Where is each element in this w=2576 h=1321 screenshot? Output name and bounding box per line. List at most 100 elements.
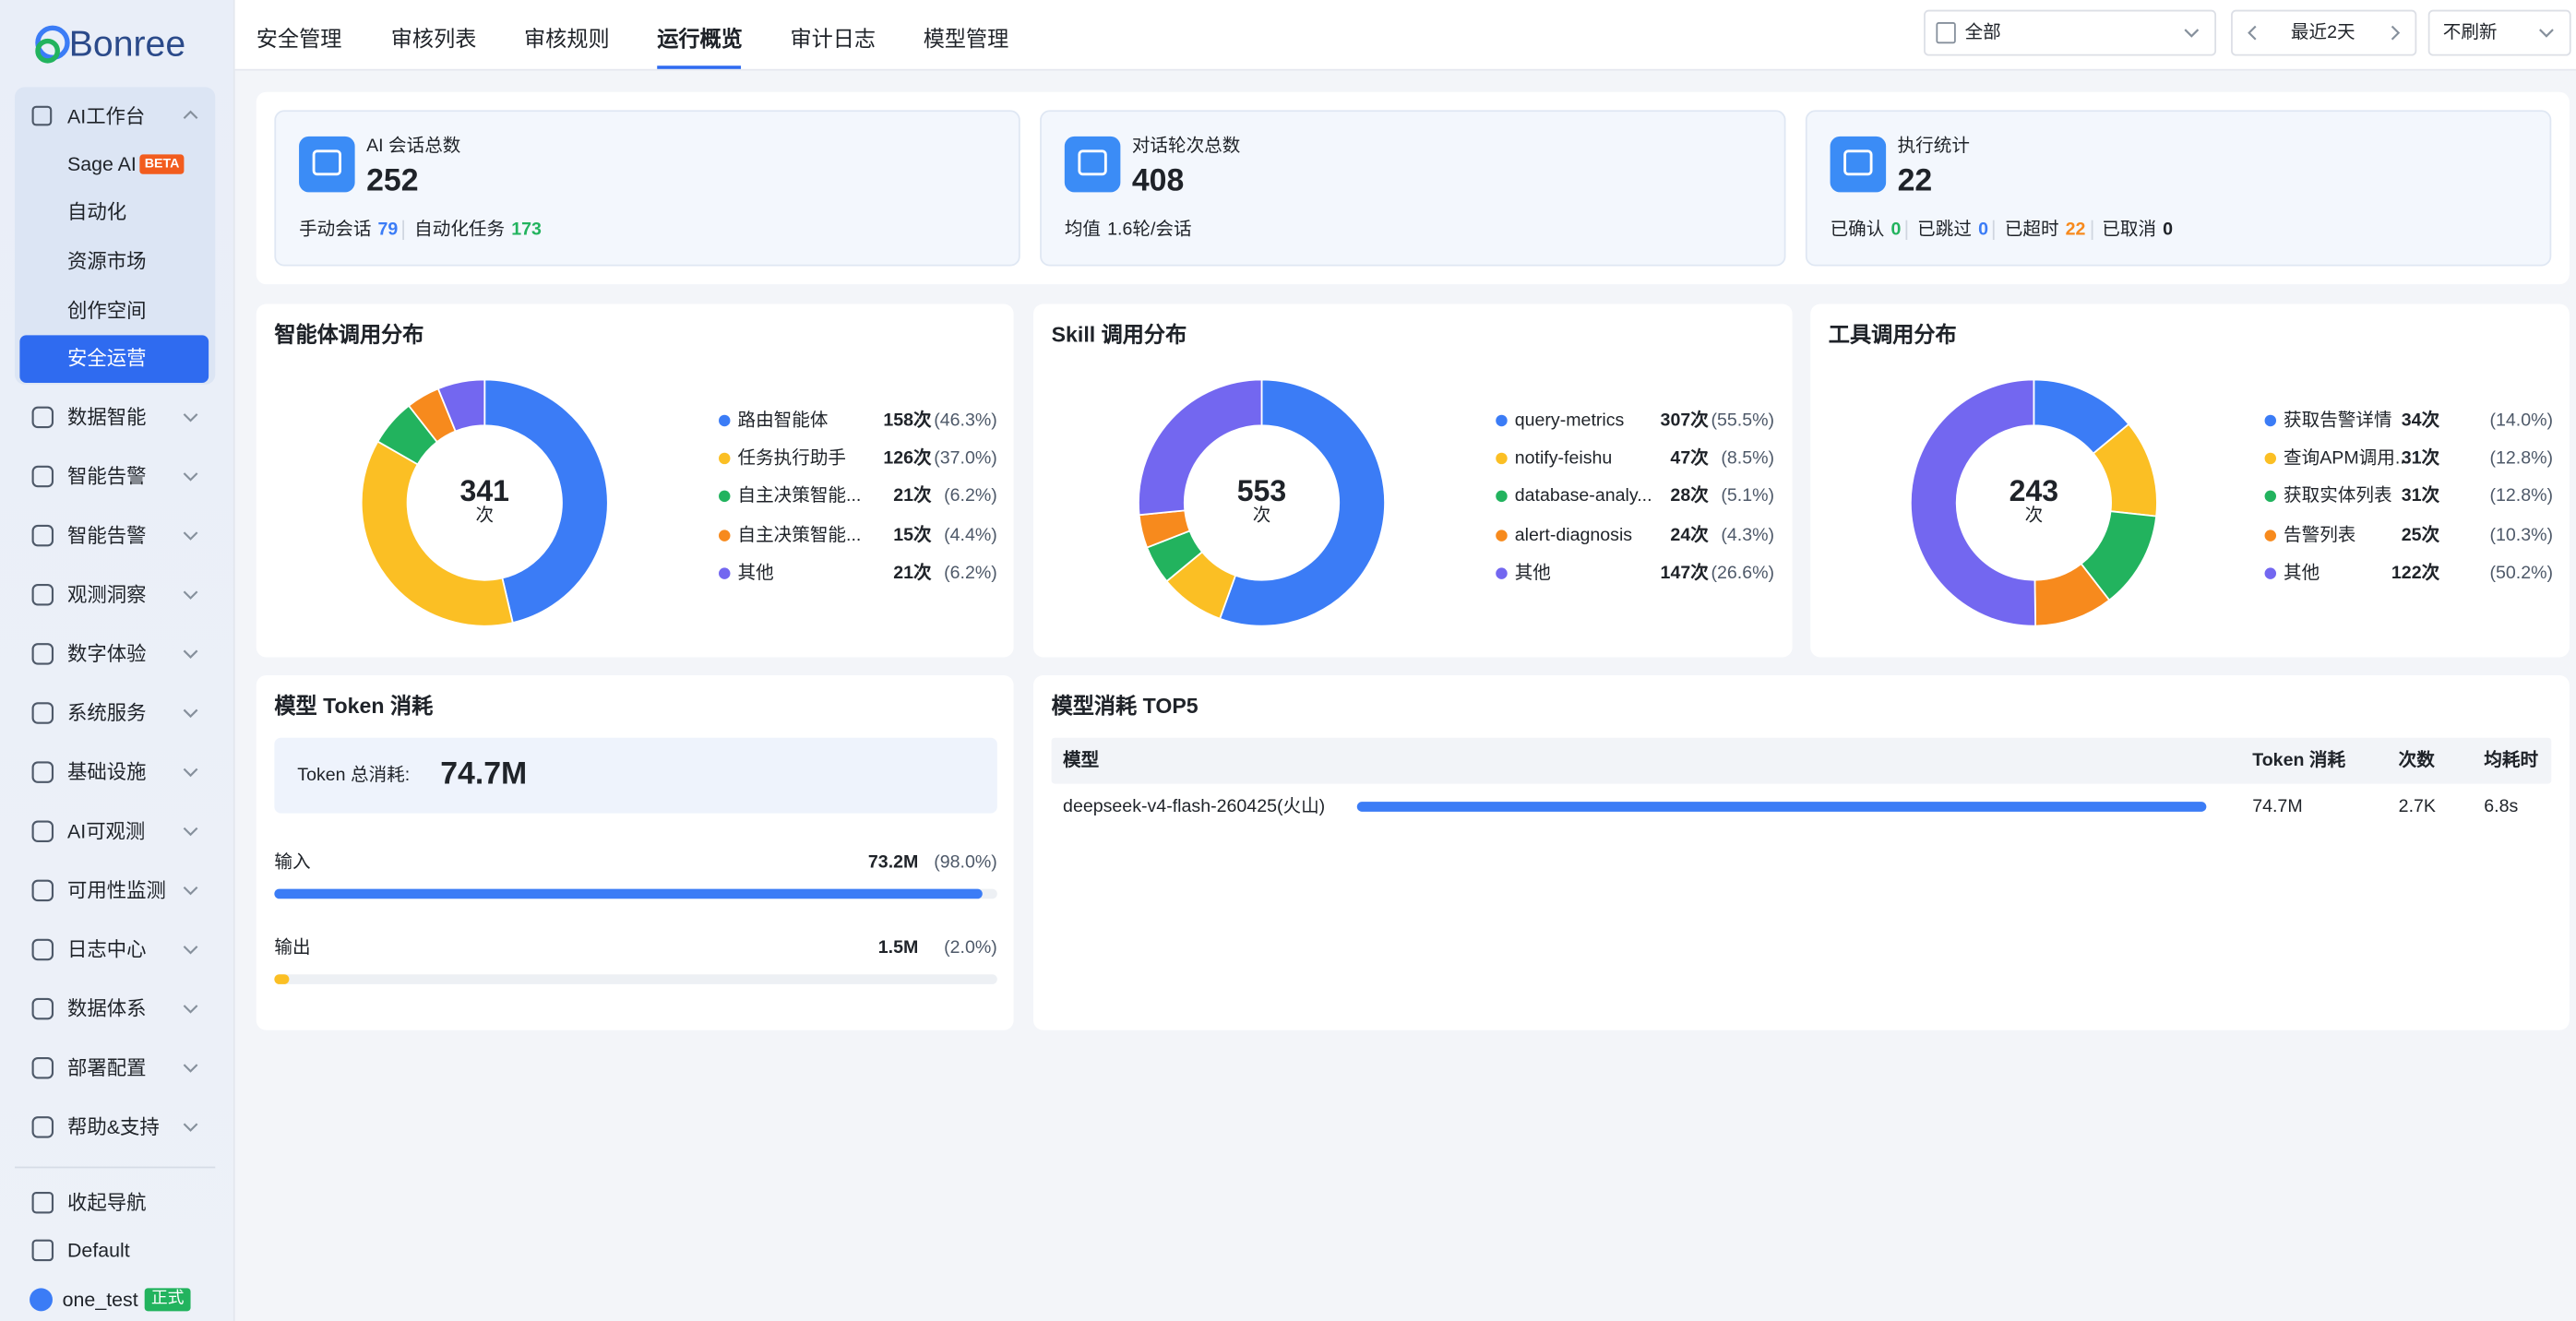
nav-item[interactable]: 基础设施 — [67, 760, 147, 784]
token-track — [274, 974, 997, 984]
token-row-share: (98.0%) — [934, 852, 997, 873]
range-value: 最近2天 — [2290, 22, 2355, 43]
nav-subitem[interactable]: 自动化 — [67, 200, 127, 224]
panel-title: 模型消耗 TOP5 — [1051, 693, 1199, 719]
nav-item[interactable]: 数据智能 — [67, 405, 147, 429]
legend-value: 28次 — [1670, 486, 1709, 506]
nav-item[interactable]: 系统服务 — [67, 701, 147, 725]
legend-share: (5.1%) — [1721, 486, 1775, 506]
legend-value: 31次 — [2401, 448, 2440, 469]
tab[interactable]: 安全管理 — [256, 26, 342, 52]
refresh-value: 不刷新 — [2442, 22, 2498, 43]
legend-share: (4.3%) — [1721, 525, 1775, 546]
legend-value: 24次 — [1670, 525, 1709, 546]
legend-share: (12.8%) — [2489, 448, 2554, 469]
card-detail-label: 已取消 — [2102, 220, 2157, 241]
nav-item[interactable]: 数字体验 — [67, 642, 147, 666]
nav-item[interactable]: 部署配置 — [67, 1056, 147, 1080]
legend-label: 获取告警详情 — [2284, 411, 2392, 431]
token-row-value: 1.5M — [877, 938, 919, 958]
table-header-cell: 均耗时 — [2484, 750, 2539, 771]
tab[interactable]: 审核列表 — [390, 26, 477, 52]
donut-unit: 次 — [1252, 506, 1271, 526]
nav-active — [19, 335, 209, 383]
card-detail-value: 0 — [1890, 220, 1902, 241]
nav-subitem[interactable]: Sage AI — [67, 152, 137, 176]
tab[interactable]: 审计日志 — [790, 26, 877, 52]
table-header-cell: Token 消耗 — [2252, 750, 2346, 771]
scope-select[interactable] — [1924, 9, 2217, 56]
beta-badge: BETA — [139, 154, 185, 174]
card-detail-value: 0 — [2163, 220, 2174, 241]
card-detail-value: 173 — [511, 220, 542, 241]
chart-panel — [1810, 303, 2570, 658]
nav-item[interactable]: 日志中心 — [67, 938, 147, 961]
tab[interactable]: 运行概览 — [657, 26, 743, 52]
table-header-cell: 模型 — [1063, 750, 1100, 771]
token-total-box — [274, 737, 997, 814]
legend-share: (8.5%) — [1721, 448, 1775, 469]
stat-card — [274, 110, 1020, 267]
tab[interactable]: 审核规则 — [524, 26, 610, 52]
legend-value: 21次 — [893, 486, 932, 506]
range-picker[interactable] — [2231, 9, 2417, 56]
nav-subitem[interactable]: 创作空间 — [67, 299, 147, 323]
tab[interactable]: 模型管理 — [923, 26, 1009, 52]
legend-value: 25次 — [2401, 525, 2440, 546]
chart-title: 工具调用分布 — [1828, 322, 1957, 347]
legend-label: 其他 — [2284, 563, 2320, 584]
token-panel — [256, 675, 1014, 1030]
nav-item[interactable]: 智能告警 — [67, 465, 147, 488]
nav-subitem[interactable]: 资源市场 — [67, 249, 147, 273]
card-detail-label: 均值 — [1064, 220, 1102, 241]
token-row-label: 输出 — [274, 938, 311, 958]
nav-footer-item[interactable]: Default — [67, 1238, 130, 1262]
card-title: AI 会话总数 — [366, 136, 461, 157]
legend-label: 其他 — [1514, 563, 1551, 584]
card-title: 对话轮次总数 — [1131, 136, 1241, 157]
token-total-label: Token 总消耗: — [297, 765, 411, 786]
card-detail-value: 1.6轮/会话 — [1107, 220, 1192, 241]
top5-panel — [1032, 675, 2570, 1030]
token-bar — [274, 974, 290, 984]
nav-item[interactable]: 帮助&支持 — [67, 1115, 160, 1139]
token-row-share: (2.0%) — [944, 938, 997, 958]
panel-title: 模型 Token 消耗 — [274, 693, 434, 719]
legend-label: 查询APM调用... — [2284, 448, 2411, 469]
legend-share: (10.3%) — [2489, 525, 2554, 546]
nav-subitem[interactable]: 安全运营 — [67, 346, 147, 370]
legend-label: 获取实体列表 — [2284, 486, 2392, 506]
nav-group-label[interactable]: AI工作台 — [67, 104, 146, 128]
card-value: 408 — [1131, 164, 1185, 199]
detail-separator — [1905, 220, 1908, 241]
legend-share: (6.2%) — [944, 563, 997, 584]
legend-label: query-metrics — [1514, 411, 1625, 431]
legend-label: 任务执行助手 — [737, 448, 847, 469]
donut-unit: 次 — [2024, 506, 2044, 526]
nav-footer-item[interactable]: 收起导航 — [67, 1191, 147, 1215]
table-cell: deepseek-v4-flash-260425(火山) — [1063, 796, 1326, 817]
nav-item[interactable]: 数据体系 — [67, 997, 147, 1021]
nav-item[interactable]: AI可观测 — [67, 819, 146, 843]
token-bar — [274, 888, 984, 899]
legend-label: 自主决策智能... — [737, 525, 862, 546]
nav-item[interactable]: 智能告警 — [67, 524, 147, 548]
table-cell: 2.7K — [2398, 796, 2436, 817]
legend-share: (50.2%) — [2489, 563, 2554, 584]
detail-separator — [2090, 220, 2093, 241]
token-row-label: 输入 — [274, 852, 311, 873]
nav-group — [15, 87, 216, 385]
nav-item[interactable]: 可用性监测 — [67, 878, 166, 902]
card-detail-label: 手动会话 — [299, 220, 372, 241]
nav-item[interactable]: 观测洞察 — [67, 583, 147, 607]
card-detail-label: 已确认 — [1830, 220, 1885, 241]
card-value: 22 — [1897, 164, 1933, 199]
nav-footer-item[interactable]: one_test — [62, 1288, 138, 1312]
card-detail-value: 22 — [2065, 220, 2086, 241]
chart-title: 智能体调用分布 — [274, 322, 424, 347]
detail-separator — [1993, 220, 1996, 241]
legend-share: (12.8%) — [2489, 486, 2554, 506]
legend-label: notify-feishu — [1514, 448, 1613, 469]
stat-card — [1805, 110, 2552, 267]
